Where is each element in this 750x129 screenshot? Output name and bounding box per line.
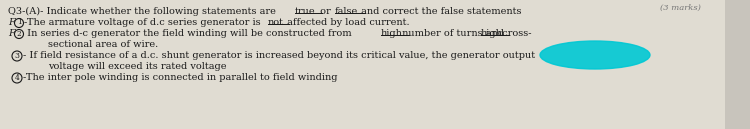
Text: voltage will exceed its rated voltage: voltage will exceed its rated voltage [48,62,226,71]
Text: not: not [268,18,284,27]
Text: number of turns and: number of turns and [399,29,507,38]
Ellipse shape [540,41,650,69]
Text: high: high [381,29,403,38]
Text: 3: 3 [14,51,20,59]
Text: -The inter pole winding is connected in parallel to field winding: -The inter pole winding is connected in … [23,73,338,82]
Text: F: F [8,18,15,27]
Text: -The armature voltage of d.c series generator is: -The armature voltage of d.c series gene… [24,18,264,27]
Text: (3 marks): (3 marks) [660,4,700,12]
Text: 4: 4 [14,74,20,82]
Text: In series d-c generator the field winding will be constructed from: In series d-c generator the field windin… [24,29,355,38]
Text: F: F [8,29,15,38]
Text: sectional area of wire.: sectional area of wire. [48,40,158,49]
Text: 1: 1 [16,18,21,26]
Text: true: true [295,7,316,16]
Text: high: high [481,29,502,38]
Text: and correct the false statements: and correct the false statements [358,7,521,16]
Text: Q3-(A)- Indicate whether the following statements are: Q3-(A)- Indicate whether the following s… [8,7,279,16]
Text: cross-: cross- [499,29,532,38]
Bar [725,0,750,129]
Text: false: false [335,7,358,16]
Text: - If field resistance of a d.c. shunt generator is increased beyond its critical: - If field resistance of a d.c. shunt ge… [23,51,536,60]
Text: or: or [317,7,334,16]
Text: affected by load current.: affected by load current. [284,18,410,27]
Text: 2: 2 [16,30,21,38]
